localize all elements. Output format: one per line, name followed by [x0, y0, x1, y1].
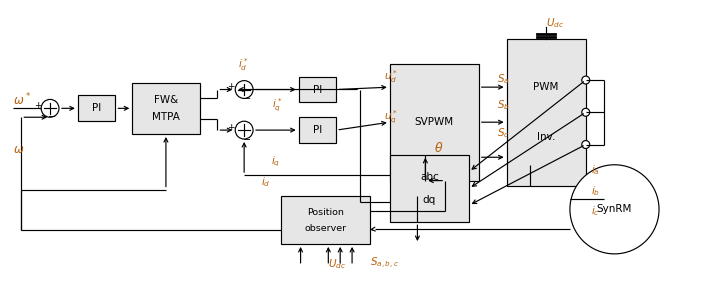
- Bar: [78, 95, 116, 121]
- Text: FW&: FW&: [154, 95, 178, 105]
- Bar: [298, 117, 336, 143]
- Text: $i_q^*$: $i_q^*$: [272, 97, 283, 114]
- Text: $i_d$: $i_d$: [261, 175, 270, 188]
- Text: $-$: $-$: [242, 93, 251, 102]
- Text: $\omega$: $\omega$: [14, 143, 24, 156]
- Circle shape: [235, 121, 253, 139]
- Text: $U_{dc}$: $U_{dc}$: [329, 257, 347, 271]
- Text: PI: PI: [313, 85, 322, 95]
- Text: $U_{dc}$: $U_{dc}$: [546, 16, 564, 30]
- Bar: [390, 155, 469, 222]
- Text: $i_b$: $i_b$: [591, 185, 600, 198]
- Text: SVPWM: SVPWM: [415, 117, 454, 127]
- Text: $u_d^*$: $u_d^*$: [384, 68, 398, 85]
- Text: SynRM: SynRM: [597, 204, 632, 214]
- Text: +: +: [35, 101, 42, 110]
- Bar: [390, 64, 479, 181]
- Circle shape: [570, 165, 659, 254]
- Text: $u_q^*$: $u_q^*$: [384, 109, 398, 126]
- Text: Inv.: Inv.: [537, 132, 555, 142]
- Text: $\omega^*$: $\omega^*$: [14, 92, 32, 109]
- Circle shape: [582, 108, 590, 116]
- Text: $-$: $-$: [47, 110, 57, 120]
- Text: Position: Position: [307, 208, 344, 217]
- Text: abc: abc: [420, 172, 439, 182]
- Bar: [507, 39, 586, 186]
- Text: observer: observer: [304, 224, 347, 233]
- Circle shape: [235, 81, 253, 98]
- Circle shape: [41, 99, 59, 117]
- Text: PWM: PWM: [533, 82, 559, 92]
- Text: $i_c$: $i_c$: [591, 204, 600, 218]
- Bar: [281, 196, 370, 244]
- Text: $S_{a,b,c}$: $S_{a,b,c}$: [370, 256, 399, 271]
- Circle shape: [582, 141, 590, 149]
- Text: +: +: [227, 123, 235, 132]
- Text: $S_a$: $S_a$: [497, 72, 509, 85]
- Text: dq: dq: [423, 195, 436, 205]
- Bar: [298, 77, 336, 102]
- Text: $i_d^*$: $i_d^*$: [238, 56, 249, 73]
- Text: MTPA: MTPA: [152, 112, 180, 122]
- Bar: [132, 83, 200, 134]
- Text: PI: PI: [313, 125, 322, 135]
- Text: $-$: $-$: [242, 133, 251, 143]
- Circle shape: [582, 76, 590, 84]
- Text: $\theta$: $\theta$: [434, 141, 444, 155]
- Text: +: +: [227, 82, 235, 91]
- Text: $i_q$: $i_q$: [271, 155, 280, 169]
- Text: $S_b$: $S_b$: [497, 98, 510, 112]
- Text: $i_a$: $i_a$: [591, 163, 600, 177]
- Text: PI: PI: [92, 103, 101, 113]
- Text: $S_c$: $S_c$: [497, 126, 509, 140]
